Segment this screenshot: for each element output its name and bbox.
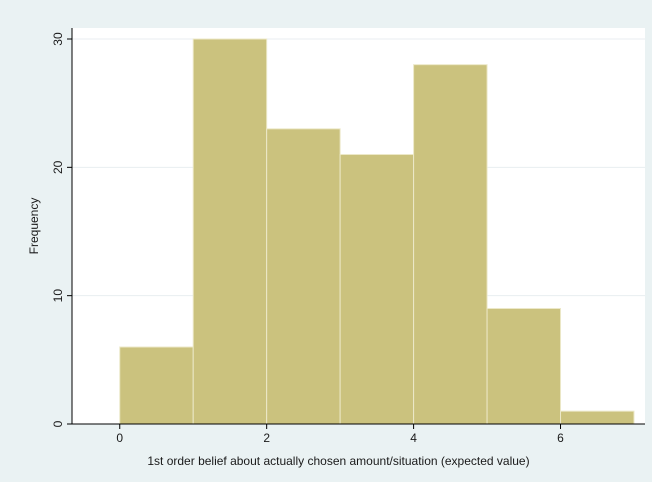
axes: 0 2 4 6 0 10 20 30 [51, 28, 645, 445]
x-tick-label-2: 2 [263, 431, 270, 445]
histogram-bar-2 [266, 128, 341, 425]
x-axis-title: 1st order belief about actually chosen a… [147, 454, 529, 468]
y-tick-label-30: 30 [51, 32, 65, 46]
x-tick-label-6: 6 [557, 431, 564, 445]
histogram-bar-4 [413, 64, 488, 425]
histogram-bar-6 [560, 410, 635, 425]
bars [119, 38, 635, 425]
y-tick-label-20: 20 [51, 160, 65, 174]
histogram-bar-1 [192, 38, 268, 425]
y-axis-title: Frequency [27, 198, 41, 255]
histogram-bar-3 [339, 154, 415, 425]
x-tick-label-0: 0 [116, 431, 123, 445]
histogram-bar-0 [119, 346, 194, 425]
x-tick-label-4: 4 [410, 431, 417, 445]
y-tick-label-0: 0 [51, 420, 65, 427]
histogram-bar-5 [486, 308, 562, 425]
y-tick-label-10: 10 [51, 289, 65, 303]
